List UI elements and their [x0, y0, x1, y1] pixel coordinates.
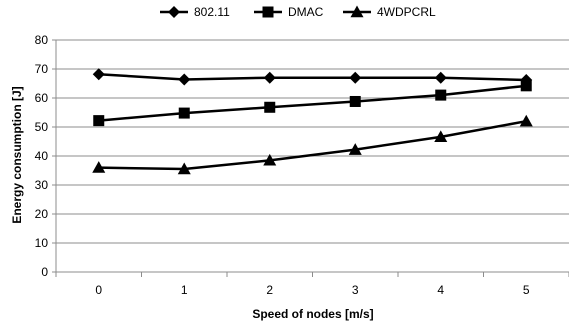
x-tick-label: 5: [523, 283, 530, 297]
y-tick-label: 60: [35, 91, 49, 105]
data-point-triangle: [348, 143, 362, 155]
data-point-diamond: [263, 71, 276, 84]
data-point-triangle: [263, 153, 277, 166]
x-tick-label: 3: [352, 283, 359, 297]
legend-label: 802.11: [194, 5, 230, 19]
legend-item: DMAC: [254, 5, 324, 19]
data-point-diamond: [349, 71, 362, 84]
y-tick-label: 20: [35, 207, 49, 221]
legend-label: DMAC: [288, 5, 324, 19]
series-line: [98, 84, 527, 122]
y-tick-label: 10: [35, 236, 49, 250]
data-point-triangle: [434, 130, 448, 143]
series: [92, 68, 533, 175]
legend: 802.11 DMAC 4WDPCRL: [160, 5, 436, 19]
data-point-square: [349, 95, 361, 107]
y-tick-label: 30: [35, 178, 49, 192]
series-dmac: [93, 80, 532, 127]
legend-marker-square: [262, 6, 274, 18]
x-axis-title: Speed of nodes [m/s]: [252, 307, 373, 321]
data-point-square: [178, 107, 190, 119]
data-point-triangle: [177, 162, 191, 175]
series-line: [98, 72, 527, 82]
legend-item: 4WDPCRL: [343, 5, 436, 19]
data-point-diamond: [92, 68, 105, 81]
series-line: [98, 119, 527, 171]
data-point-diamond: [178, 73, 191, 86]
y-tick-label: 50: [35, 120, 49, 134]
y-tick-label: 70: [35, 62, 49, 76]
data-point-square: [93, 115, 105, 127]
legend-label: 4WDPCRL: [377, 5, 436, 19]
data-point-diamond: [434, 71, 447, 84]
y-tick-label: 40: [35, 149, 49, 163]
data-point-square: [435, 89, 447, 101]
x-tick-label: 2: [266, 283, 273, 297]
series-802-11: [92, 68, 533, 87]
data-point-square: [264, 101, 276, 113]
legend-marker-diamond: [168, 6, 180, 18]
data-point-square: [520, 80, 532, 92]
x-tick-label: 0: [95, 283, 102, 297]
y-tick-label: 80: [35, 33, 49, 47]
x-tick-label: 4: [437, 283, 444, 297]
series-4wdpcrl: [92, 114, 533, 175]
x-tick-label: 1: [181, 283, 188, 297]
gridlines: [56, 39, 569, 244]
axes: 0 10 20 30 40 50 60 70 80 0 1 2 3 4 5: [35, 33, 569, 297]
y-axis-title: Energy consumption [J]: [10, 86, 24, 223]
data-point-triangle: [92, 161, 106, 173]
data-point-triangle: [519, 114, 533, 127]
legend-marker-triangle: [350, 5, 364, 18]
y-tick-label: 0: [41, 265, 48, 279]
legend-item: 802.11: [160, 5, 230, 19]
